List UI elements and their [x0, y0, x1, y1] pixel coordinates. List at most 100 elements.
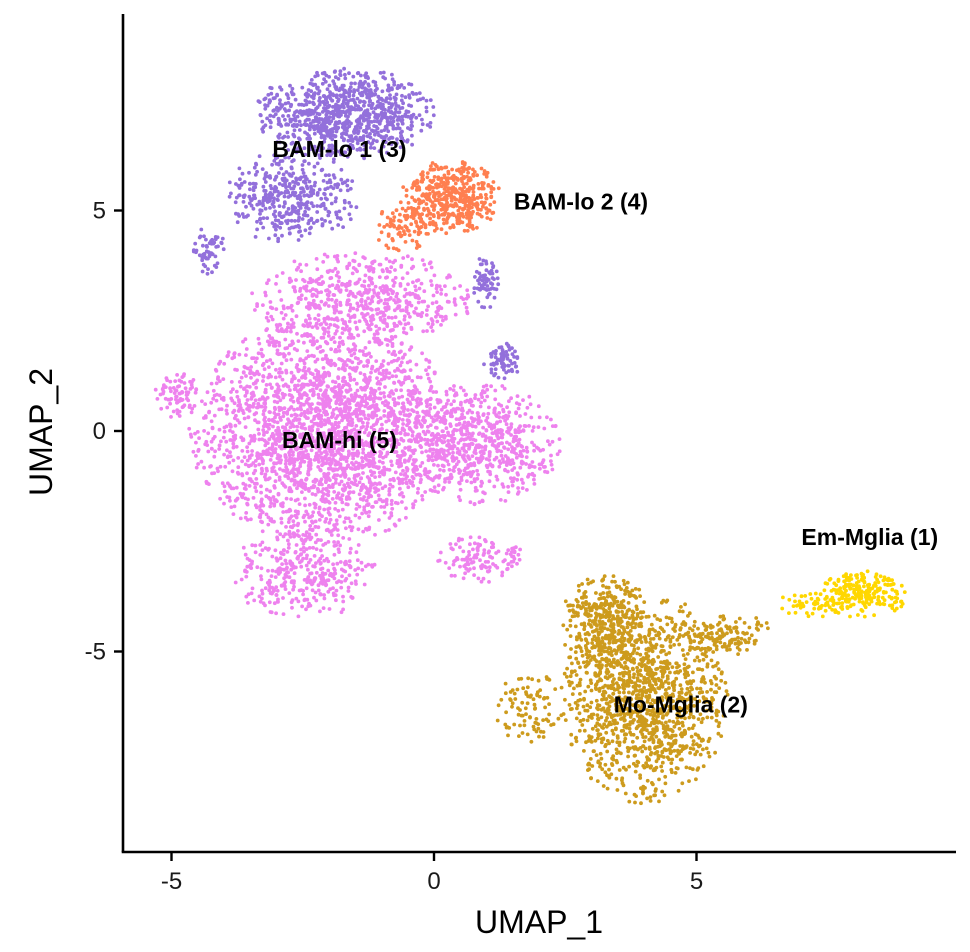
data-point [272, 503, 277, 508]
data-point [212, 240, 217, 245]
data-point [649, 730, 654, 735]
data-point [335, 182, 340, 187]
data-point [320, 141, 325, 146]
data-point [273, 209, 277, 214]
data-point [622, 699, 627, 704]
data-point [653, 793, 657, 798]
data-point [575, 599, 580, 604]
data-point [605, 749, 610, 754]
data-point [372, 124, 376, 128]
data-point [331, 111, 336, 115]
data-point [623, 660, 627, 665]
data-point [408, 127, 412, 131]
data-point [415, 178, 419, 183]
data-point [384, 126, 389, 130]
data-point [398, 106, 403, 111]
data-point [700, 631, 705, 636]
data-point [261, 216, 266, 221]
data-point [528, 715, 532, 720]
data-point [254, 489, 259, 494]
data-point [363, 109, 368, 113]
data-point [206, 256, 210, 261]
data-point [289, 497, 293, 501]
data-point [612, 657, 616, 662]
data-point [419, 128, 424, 133]
data-point [517, 677, 521, 681]
data-point [663, 703, 668, 708]
data-point [685, 680, 689, 684]
data-point [578, 665, 582, 670]
data-point [840, 593, 845, 598]
data-point [409, 222, 414, 227]
data-point [601, 577, 606, 582]
data-point [547, 678, 552, 682]
data-point [635, 614, 640, 619]
data-point [398, 145, 403, 150]
data-point [336, 223, 341, 227]
data-point [705, 664, 710, 669]
data-point [583, 644, 588, 648]
data-point [641, 680, 646, 685]
data-point [347, 91, 351, 96]
data-point [431, 113, 436, 118]
data-point [606, 611, 611, 616]
data-point [397, 117, 402, 122]
data-point [586, 762, 590, 767]
data-point [559, 713, 564, 718]
data-point [392, 111, 396, 116]
data-point [366, 120, 371, 125]
data-point [252, 165, 257, 170]
data-point [599, 678, 604, 683]
data-point [204, 237, 208, 242]
data-point [303, 174, 308, 179]
data-point [373, 92, 378, 97]
data-point [658, 618, 663, 623]
data-point [227, 194, 232, 199]
data-point [439, 227, 444, 232]
data-point [567, 683, 572, 688]
data-point [494, 269, 499, 274]
data-point [360, 82, 365, 87]
data-point [295, 114, 300, 119]
data-point [588, 757, 593, 761]
data-point [276, 218, 281, 223]
data-point [346, 138, 351, 143]
data-point [628, 702, 633, 707]
data-point [320, 222, 325, 226]
data-point [551, 722, 556, 727]
data-point [312, 172, 317, 176]
data-point [637, 696, 642, 701]
data-point [521, 686, 526, 691]
data-point [490, 261, 494, 265]
data-point [672, 724, 677, 729]
data-point [605, 627, 610, 632]
data-point [231, 458, 236, 463]
data-point [233, 200, 238, 205]
data-point [583, 708, 588, 713]
data-point [286, 101, 291, 105]
data-point [390, 72, 394, 77]
data-point [358, 100, 362, 104]
data-point [339, 217, 343, 222]
data-point [491, 362, 496, 367]
data-point [715, 661, 720, 665]
data-point [676, 750, 681, 754]
data-point [353, 81, 357, 86]
data-point [513, 697, 518, 701]
data-point [621, 578, 626, 583]
data-point [697, 633, 701, 637]
data-point [343, 114, 348, 118]
data-point [310, 520, 315, 525]
data-point [626, 601, 631, 605]
data-point [389, 135, 394, 140]
data-point [622, 666, 627, 670]
data-point [442, 221, 446, 226]
data-point [289, 413, 294, 418]
data-point [646, 658, 651, 662]
data-point [603, 690, 608, 695]
data-point [491, 264, 496, 268]
data-point [526, 676, 531, 681]
data-point [627, 607, 631, 612]
data-point [646, 614, 651, 619]
data-point [221, 247, 226, 252]
